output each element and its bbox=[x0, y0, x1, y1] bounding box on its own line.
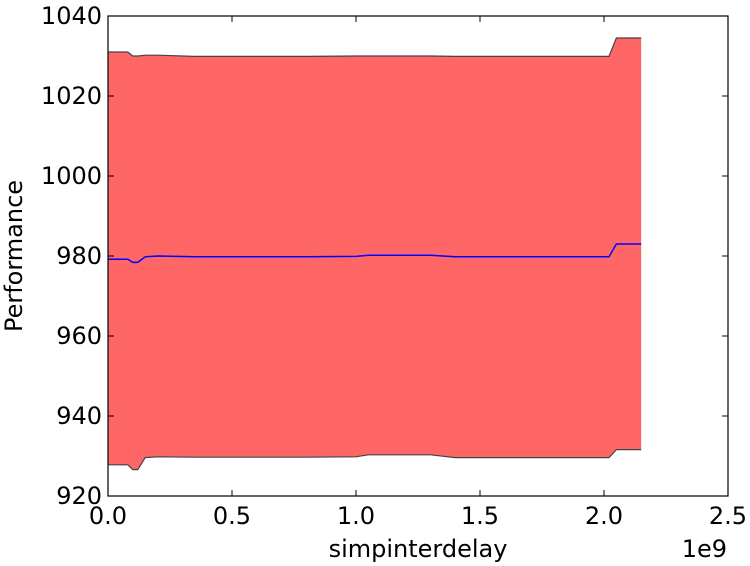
confidence-band bbox=[108, 38, 642, 470]
mean-line bbox=[108, 243, 642, 264]
y-tick-label: 940 bbox=[56, 402, 102, 430]
y-tick-label: 980 bbox=[56, 242, 102, 270]
y-axis-label: Performance bbox=[0, 180, 28, 332]
y-axis-ticks: 920 940 960 980 1000 1020 1040 bbox=[41, 2, 728, 510]
x-tick-label: 1.0 bbox=[337, 502, 375, 530]
upper-bound-line bbox=[108, 37, 642, 57]
x-axis-ticks: 0.0 0.5 1.0 1.5 2.0 2.5 bbox=[89, 16, 747, 530]
x-tick-label: 2.0 bbox=[585, 502, 623, 530]
x-tick-label: 0.0 bbox=[89, 502, 127, 530]
x-axis-offset-label: 1e9 bbox=[682, 535, 727, 563]
y-tick-label: 1040 bbox=[41, 2, 102, 30]
y-tick-label: 1000 bbox=[41, 162, 102, 190]
lower-bound-line bbox=[108, 449, 642, 471]
x-axis-label: simpinterdelay bbox=[329, 535, 508, 563]
x-tick-label: 2.5 bbox=[709, 502, 747, 530]
y-tick-label: 960 bbox=[56, 322, 102, 350]
y-tick-label: 1020 bbox=[41, 82, 102, 110]
y-tick-label: 920 bbox=[56, 482, 102, 510]
x-tick-label: 1.5 bbox=[461, 502, 499, 530]
plot-area bbox=[108, 37, 642, 471]
x-tick-label: 0.5 bbox=[213, 502, 251, 530]
